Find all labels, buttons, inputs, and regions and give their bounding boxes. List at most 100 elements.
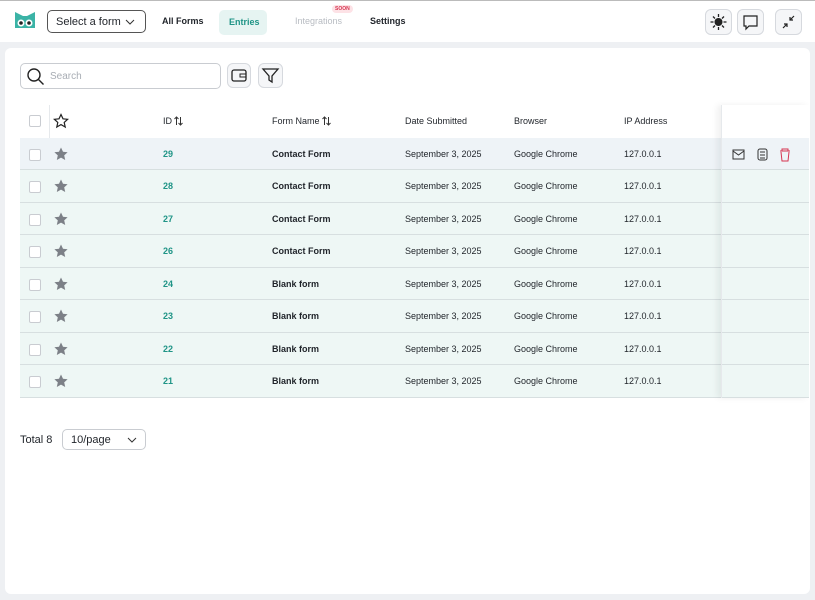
sort-icon[interactable] [174,116,183,129]
ip-address: 127.0.0.1 [624,181,662,191]
tab-active[interactable]: Entries [219,10,267,35]
chat-button[interactable] [737,9,764,35]
tab[interactable]: All Forms [162,16,204,26]
chevron [127,437,137,443]
table-row[interactable] [20,202,809,235]
tab-label: Entries [229,17,260,27]
star[interactable] [53,373,69,392]
page-size-label: 10/page [71,434,111,446]
top-nav: Select a form All Forms Entries Integrat… [0,0,815,42]
checkbox[interactable] [29,311,41,323]
checkbox[interactable] [29,213,41,226]
ip-address: 127.0.0.1 [624,343,662,354]
entry-id: 21 [163,376,174,386]
browser: Google Chrome [514,181,578,191]
browser: Google Chrome [514,246,578,256]
table-row[interactable] [20,267,809,300]
form-name: Blank form [272,311,320,321]
form-select-label: Select a form [56,16,121,28]
wallet-icon [231,69,247,82]
form-select[interactable]: Select a form [47,10,146,33]
browser: Google Chrome [514,213,578,224]
browser: Google Chrome [514,148,578,159]
browser: Google Chrome [514,376,578,386]
date-submitted: September 3, 2025 [405,213,482,224]
tab[interactable]: Settings [370,16,406,26]
star[interactable] [53,243,69,262]
theme-button[interactable] [705,9,732,35]
sort-icon[interactable] [322,116,331,129]
entry-id: 29 [163,148,174,159]
ip-address: 127.0.0.1 [624,376,662,386]
date-submitted: September 3, 2025 [405,148,482,159]
soon-badge: SOON [332,5,353,13]
form-name: Contact Form [272,181,331,191]
collapse-button[interactable] [775,9,802,35]
collapse-icon [782,15,795,29]
chat-icon [743,15,758,31]
search-icon [27,68,44,85]
checkbox[interactable] [29,115,41,127]
star[interactable] [53,178,69,197]
search-box[interactable]: Search [20,63,221,89]
star-header [53,113,69,132]
sun-icon [710,14,727,30]
entry-id: 24 [163,278,174,289]
form-name: Blank form [272,376,320,386]
form-name: Contact Form [272,246,331,256]
checkbox[interactable] [29,148,41,161]
date-submitted: September 3, 2025 [405,181,482,191]
entry-id: 28 [163,181,174,191]
table-row[interactable] [20,235,809,268]
star[interactable] [53,341,69,360]
ip-address: 127.0.0.1 [624,148,662,159]
checkbox[interactable] [29,246,41,258]
form-name: Blank form [272,343,320,354]
wallet-button[interactable] [227,63,251,88]
date-submitted: September 3, 2025 [405,311,482,321]
table-row[interactable] [20,137,809,170]
column-header: IP Address [624,116,668,126]
column-header: Form Name [272,116,320,126]
column-header: Date Submitted [405,116,468,126]
checkbox[interactable] [29,181,41,193]
checkbox[interactable] [29,376,41,388]
ip-address: 127.0.0.1 [624,278,662,289]
checkbox[interactable] [29,278,41,291]
page-size-select[interactable]: 10/page [62,429,146,450]
entries-table: ID Form Name Date Submitted Browser IP Addre… [20,105,809,398]
form-name: Contact Form [272,148,331,159]
column-header: Browser [514,116,548,126]
date-submitted: September 3, 2025 [405,246,482,256]
table-row[interactable] [20,365,809,398]
table-row[interactable] [20,300,809,333]
table-row[interactable] [20,332,809,365]
actions-column [721,105,810,398]
entry-id: 26 [163,246,174,256]
browser: Google Chrome [514,343,578,354]
star[interactable] [53,211,69,230]
date-submitted: September 3, 2025 [405,343,482,354]
checkbox[interactable] [29,343,41,356]
chevron [125,19,135,25]
column-header: ID [163,116,172,126]
date-submitted: September 3, 2025 [405,278,482,289]
entry-id: 27 [163,213,174,224]
ip-address: 127.0.0.1 [624,246,662,256]
date-submitted: September 3, 2025 [405,376,482,386]
filter-button[interactable] [258,63,283,88]
ip-address: 127.0.0.1 [624,213,662,224]
star[interactable] [53,276,69,295]
entry-id: 23 [163,311,174,321]
ip-address: 127.0.0.1 [624,311,662,321]
filter-icon [261,68,280,84]
star[interactable] [53,308,69,327]
table-row[interactable] [20,170,809,203]
browser: Google Chrome [514,278,578,289]
row-actions[interactable] [732,147,792,163]
search-placeholder: Search [50,71,82,82]
form-name: Contact Form [272,213,331,224]
browser: Google Chrome [514,311,578,321]
star[interactable] [53,146,69,165]
